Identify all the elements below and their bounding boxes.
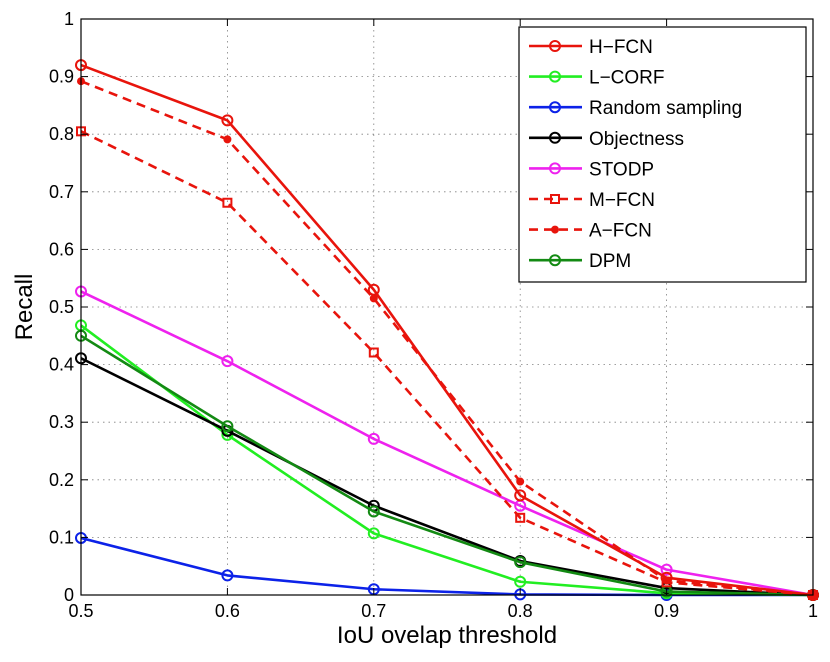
legend: H−FCN L−CORF Random sampling Objectness STOD… <box>518 26 807 283</box>
legend-entry-objectness: Objectness <box>529 129 684 150</box>
legend-marker <box>549 131 561 144</box>
series-line-dpm <box>80 334 814 597</box>
x-tick-label: 1 <box>808 601 818 621</box>
legend-label: STODP <box>589 159 654 180</box>
legend-label: Objectness <box>589 129 684 150</box>
data-point <box>367 283 380 296</box>
data-point <box>368 347 379 358</box>
legend-label: DPM <box>589 251 631 272</box>
data-point <box>367 505 380 518</box>
series-line-m-fcn <box>80 130 814 597</box>
ticks: 0.5 0.6 0.7 0.8 0.9 1 0 0.1 0.2 0.3 0.4 0.5 0.6 0.7 0.… <box>49 9 818 621</box>
legend-entry-stodp: STODP <box>529 159 654 180</box>
data-point <box>514 556 527 569</box>
data-point <box>660 571 673 584</box>
data-point <box>514 489 527 502</box>
legend-label: M−FCN <box>589 190 655 211</box>
data-point <box>515 512 526 523</box>
y-axis-label: Recall <box>11 274 38 341</box>
y-tick-label: 0.7 <box>49 182 74 202</box>
legend-entry-m-fcn: M−FCN <box>529 190 655 211</box>
legend-marker <box>551 225 559 234</box>
legend-entry-dpm: DPM <box>529 251 631 272</box>
legend-label: L−CORF <box>589 68 665 89</box>
series-line-l-corf <box>80 324 814 597</box>
data-point <box>221 355 234 368</box>
x-tick-label: 0.7 <box>361 601 386 621</box>
legend-label: H−FCN <box>589 37 653 58</box>
y-tick-label: 0.4 <box>49 355 74 375</box>
legend-marker <box>550 194 560 204</box>
y-tick-label: 0 <box>64 585 74 605</box>
legend-entry-a-fcn: A−FCN <box>529 221 652 242</box>
y-tick-label: 0.3 <box>49 412 74 432</box>
legend-box <box>518 26 807 283</box>
data-point <box>660 563 673 576</box>
data-point <box>223 135 232 144</box>
data-point <box>367 527 380 540</box>
y-tick-label: 0.6 <box>49 239 74 259</box>
legend-marker <box>549 101 561 114</box>
data-point <box>367 432 380 445</box>
y-tick-label: 0.5 <box>49 297 74 317</box>
legend-marker <box>549 254 561 267</box>
series-line-h-fcn <box>80 63 814 597</box>
y-tick-label: 0.8 <box>49 124 74 144</box>
x-tick-label: 0.9 <box>654 601 679 621</box>
data-point <box>514 575 527 588</box>
legend-marker <box>549 40 561 52</box>
legend-marker <box>549 162 561 175</box>
data-point <box>221 420 234 433</box>
y-tick-label: 0.2 <box>49 470 74 490</box>
y-tick-label: 0.9 <box>49 67 74 87</box>
data-point <box>221 114 234 127</box>
x-tick-label: 0.5 <box>68 601 93 621</box>
series-line-stodp <box>80 290 814 597</box>
data-point <box>369 294 378 303</box>
data-point <box>222 197 233 208</box>
series-line-objectness <box>80 357 814 597</box>
y-tick-label: 1 <box>64 9 74 29</box>
legend-label: A−FCN <box>589 221 652 242</box>
legend-entry-random-sampling: Random sampling <box>529 98 742 119</box>
data-point <box>221 569 234 582</box>
x-tick-label: 0.8 <box>508 601 533 621</box>
x-tick-label: 0.6 <box>215 601 240 621</box>
data-point <box>516 477 525 486</box>
legend-entry-h-fcn: H−FCN <box>529 37 653 58</box>
x-axis-label: IoU ovelap threshold <box>337 622 557 649</box>
legend-label: Random sampling <box>589 98 742 119</box>
legend-entry-l-corf: L−CORF <box>529 68 665 89</box>
legend-marker <box>549 70 561 83</box>
y-tick-label: 0.1 <box>49 527 74 547</box>
